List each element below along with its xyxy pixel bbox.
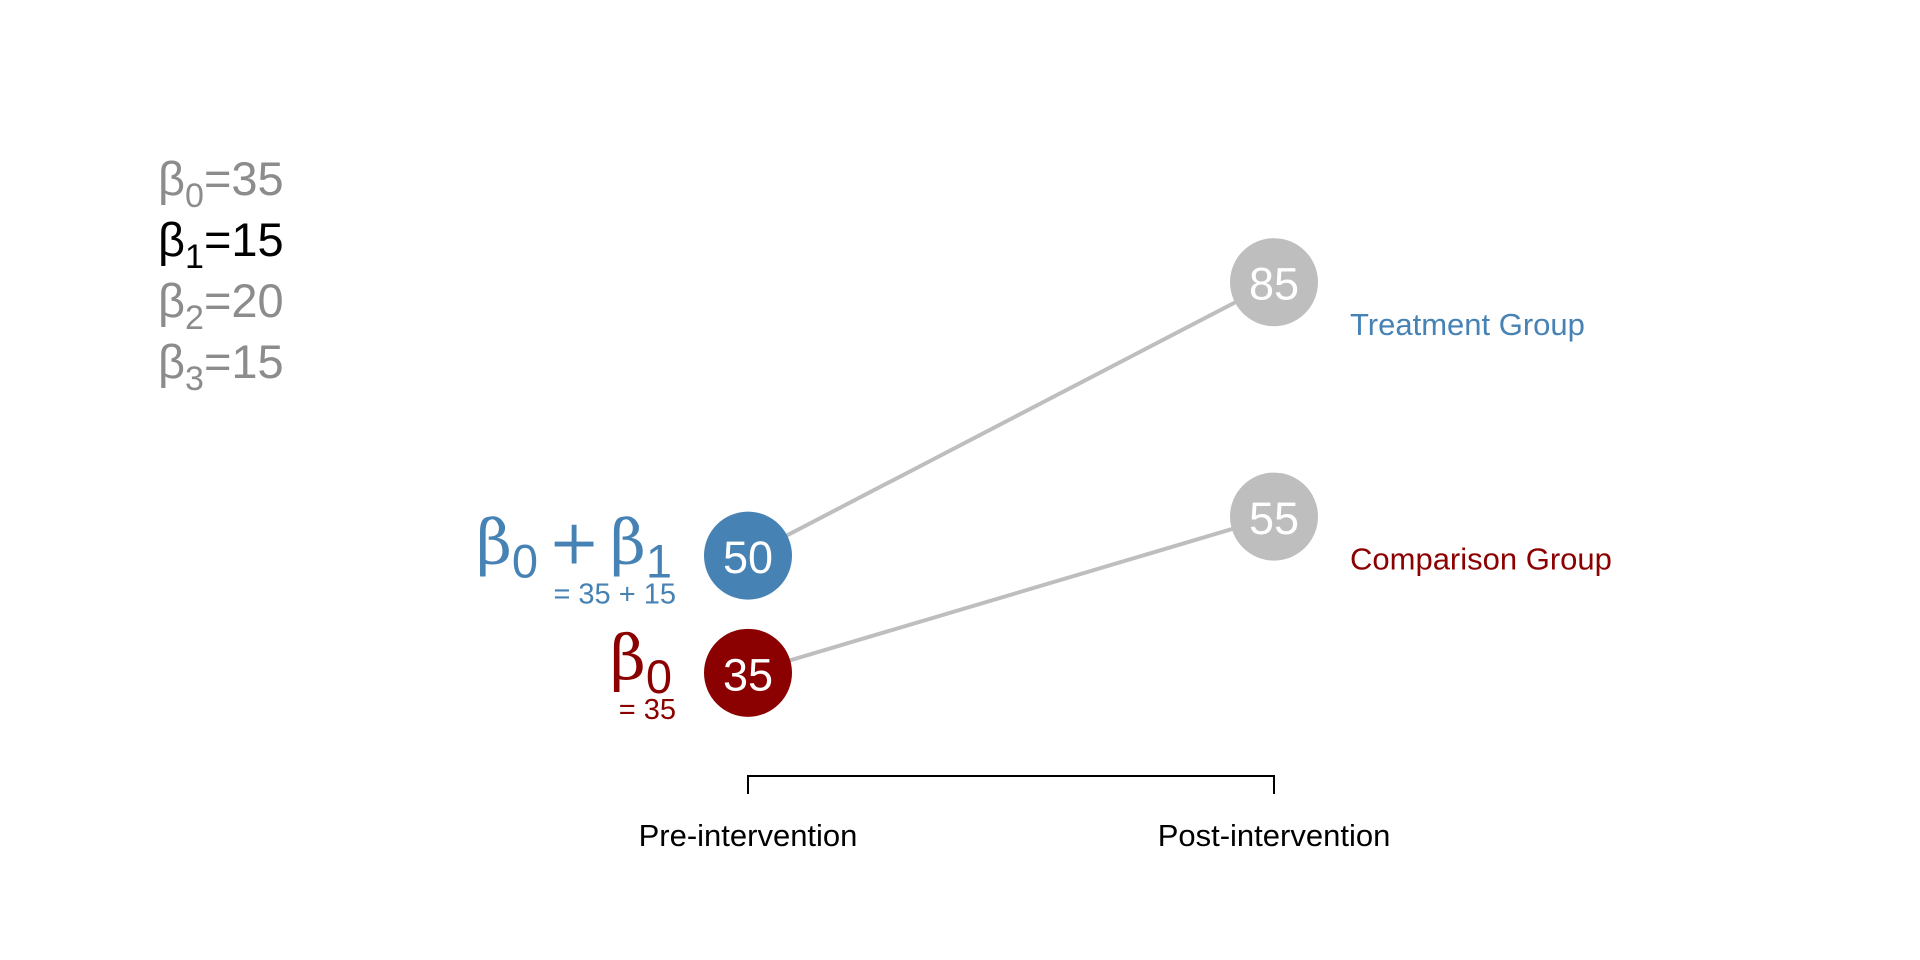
point-value-label-treatment-post: 85	[1249, 259, 1299, 310]
point-comparison-pre	[704, 628, 792, 717]
point-treatment-pre	[704, 511, 792, 600]
series-label-comparison: Comparison Group	[1350, 542, 1612, 577]
coefficient-beta1: β1=15	[158, 213, 284, 276]
point-treatment-post	[1230, 238, 1318, 327]
point-value-label-comparison-pre: 35	[723, 649, 773, 700]
coefficient-list: β0=35 β1=15 β2=20 β3=15	[158, 152, 284, 398]
series-line-treatment	[747, 280, 1275, 558]
series-label-treatment: Treatment Group	[1350, 307, 1585, 342]
coefficient-beta2: β2=20	[158, 274, 284, 337]
annotation-treatment-formula: β0 + β1	[476, 506, 672, 588]
x-axis-bracket	[747, 775, 1275, 794]
coefficient-beta3: β3=15	[158, 335, 284, 398]
series-points: 50 85 35 55	[704, 238, 1318, 717]
annotation-comparison-pre: β0 = 35	[610, 621, 676, 726]
annotation-comparison-detail: = 35	[619, 694, 676, 726]
point-value-label-comparison-post: 55	[1249, 493, 1299, 544]
x-tick-label-pre: Pre-intervention	[639, 818, 858, 853]
annotation-comparison-formula: β0	[610, 621, 672, 703]
point-comparison-post	[1230, 472, 1318, 561]
series-line-comparison	[747, 514, 1275, 675]
x-tick-label-post: Post-intervention	[1158, 818, 1391, 853]
point-value-label-treatment-pre: 50	[723, 532, 773, 583]
coefficient-beta0: β0=35	[158, 152, 284, 215]
annotation-treatment-pre: β0 + β1 = 35 + 15	[476, 506, 676, 611]
series-lines	[747, 280, 1275, 675]
annotation-treatment-detail: = 35 + 15	[553, 579, 676, 611]
